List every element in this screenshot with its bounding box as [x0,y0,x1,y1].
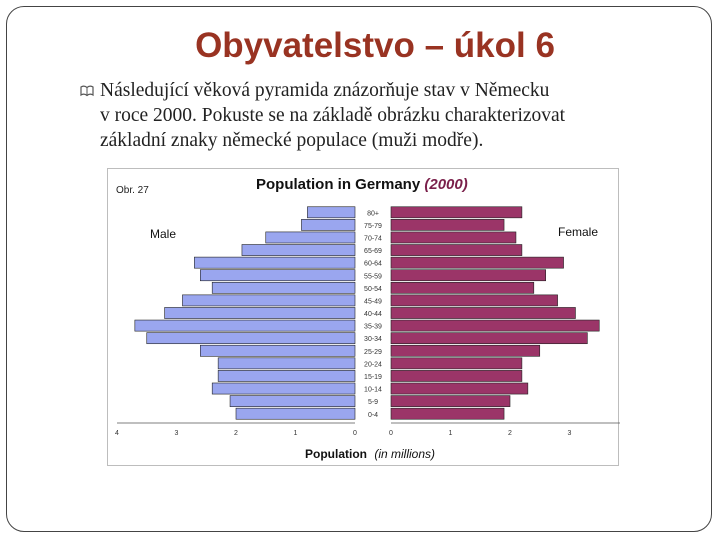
chart-title-year: (2000) [424,176,467,193]
male-bar-10-14 [211,382,356,395]
age-label: 65-69 [364,248,382,255]
x-tick-label: 2 [234,430,238,437]
age-label: 70-74 [364,236,382,243]
axes: 4321001234 [115,422,620,437]
female-bar-80+ [390,206,523,219]
male-bar-60-64 [194,256,356,269]
age-label: 10-14 [364,387,382,394]
book-bullet-icon [80,85,94,97]
female-bar-0-4 [390,407,505,420]
task-text: Následující věková pyramida znázorňuje s… [100,78,700,153]
age-label: 60-64 [364,261,382,268]
male-bar-35-39 [134,319,356,332]
age-label: 40-44 [364,311,382,318]
female-bar-20-24 [390,357,523,370]
male-bar-75-79 [301,219,356,231]
age-label: 80+ [367,210,379,217]
x-axis-label: Population (in millions) [305,447,435,461]
x-tick-label: 0 [389,430,393,437]
age-label: 0-4 [368,412,378,419]
chart-title: Population in Germany (2000) [256,176,468,193]
age-label: 20-24 [364,361,382,368]
task-line-2: v roce 2000. Pokuste se na základě obráz… [100,105,566,126]
male-label: Male [150,227,176,241]
age-label: 75-79 [364,223,382,230]
age-label: 30-34 [364,336,382,343]
x-axis-unit: (in millions) [374,447,435,461]
female-bar-10-14 [390,382,529,395]
age-label: 5-9 [368,399,378,406]
x-tick-label: 1 [294,430,298,437]
age-label: 50-54 [364,286,382,293]
male-bar-80+ [307,206,356,219]
male-bar-40-44 [164,307,356,319]
age-label: 15-19 [364,374,382,381]
task-line-3: základní znaky německé populace (muži mo… [100,130,484,151]
female-bars [390,206,600,420]
female-bar-55-59 [390,269,546,282]
male-bar-20-24 [217,357,356,370]
slide-title: Obyvatelstvo – úkol 6 [195,26,555,65]
female-bar-40-44 [390,307,576,319]
x-tick-label: 3 [175,430,179,437]
female-bar-35-39 [390,319,600,332]
male-bar-25-29 [200,344,356,357]
age-label: 25-29 [364,349,382,356]
male-bar-15-19 [217,370,356,382]
female-bar-15-19 [390,370,523,382]
female-bar-65-69 [390,244,523,256]
male-bars [134,206,356,420]
x-tick-label: 1 [449,430,453,437]
x-axis-title: Population [305,447,367,461]
female-bar-50-54 [390,281,535,294]
figure-label: Obr. 27 [116,185,149,196]
female-bar-70-74 [390,231,517,244]
male-bar-45-49 [182,294,356,307]
x-tick-label: 3 [568,430,572,437]
male-bar-0-4 [235,407,356,420]
female-bar-25-29 [390,344,541,357]
age-labels: 0-4 5-9 10-14 15-19 20-24 25-29 30-34 35-39 40-4… [364,210,382,418]
age-label: 55-59 [364,273,382,280]
male-bar-50-54 [211,281,356,294]
male-bar-30-34 [146,332,356,345]
x-tick-label: 2 [508,430,512,437]
male-bar-55-59 [200,269,356,282]
female-bar-45-49 [390,294,558,307]
age-label: 45-49 [364,298,382,305]
female-bar-5-9 [390,395,511,407]
population-pyramid-chart: Obr. 27 Population in Germany (2000) Mal… [107,168,620,466]
task-line-1: Následující věková pyramida znázorňuje s… [100,80,550,101]
x-tick-label: 4 [115,430,119,437]
female-bar-30-34 [390,332,588,345]
male-bar-70-74 [265,231,356,244]
female-bar-75-79 [390,219,505,231]
x-tick-label: 0 [353,430,357,437]
age-label: 35-39 [364,324,382,331]
male-bar-65-69 [241,244,356,256]
female-bar-60-64 [390,256,564,269]
pyramid-svg: Population in Germany (2000) Male Female… [115,176,620,461]
female-label: Female [558,225,598,239]
male-bar-5-9 [229,395,356,407]
